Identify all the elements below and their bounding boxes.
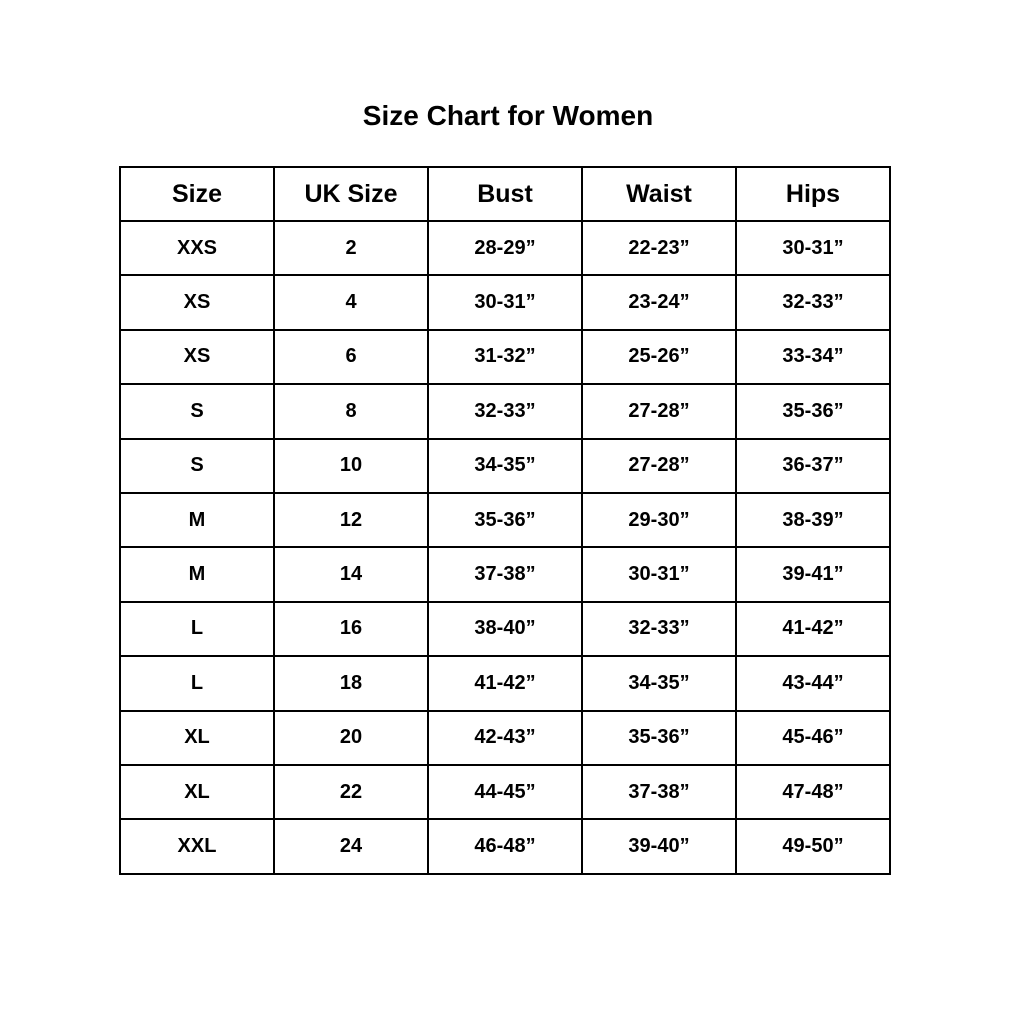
cell-hips: 38-39” [735,491,891,549]
column-header-uk-size: UK Size [273,166,429,222]
cell-waist: 27-28” [581,383,737,440]
cell-hips: 33-34” [735,328,891,386]
cell-hips: 32-33” [735,274,891,331]
cell-waist: 32-33” [581,600,737,658]
cell-uk-size: 2 [273,219,429,277]
cell-uk-size: 4 [273,274,429,331]
page-title: Size Chart for Women [362,100,654,131]
cell-uk-size: 22 [273,763,429,821]
cell-hips: 35-36” [735,383,891,440]
cell-hips: 30-31” [735,219,891,277]
column-header-hips: Hips [735,166,891,222]
table-row: L 18 41-42” 34-35” 43-44” [119,655,891,712]
table-row: XL 22 44-45” 37-38” 47-48” [119,763,891,821]
cell-hips: 43-44” [735,655,891,712]
cell-size: XL [119,709,275,766]
cell-hips: 39-41” [735,546,891,603]
cell-waist: 37-38” [581,763,737,821]
cell-bust: 34-35” [427,437,583,494]
cell-uk-size: 16 [273,600,429,658]
table-body: XXS 2 28-29” 22-23” 30-31” XS 4 30-31” 23-24” 32-… [119,219,891,875]
table-row: S 8 32-33” 27-28” 35-36” [119,383,891,440]
cell-uk-size: 24 [273,818,429,875]
cell-size: XXS [119,219,275,277]
table-row: XL 20 42-43” 35-36” 45-46” [119,709,891,766]
cell-waist: 25-26” [581,328,737,386]
cell-size: S [119,383,275,440]
cell-hips: 49-50” [735,818,891,875]
cell-hips: 36-37” [735,437,891,494]
cell-waist: 34-35” [581,655,737,712]
cell-size: XXL [119,818,275,875]
cell-size: M [119,491,275,549]
cell-hips: 45-46” [735,709,891,766]
cell-bust: 44-45” [427,763,583,821]
cell-uk-size: 12 [273,491,429,549]
cell-bust: 46-48” [427,818,583,875]
cell-size: XL [119,763,275,821]
cell-size: L [119,655,275,712]
table-row: XS 6 31-32” 25-26” 33-34” [119,328,891,386]
cell-uk-size: 18 [273,655,429,712]
cell-size: S [119,437,275,494]
cell-size: XS [119,274,275,331]
cell-bust: 37-38” [427,546,583,603]
table-row: XXL 24 46-48” 39-40” 49-50” [119,818,891,875]
cell-hips: 41-42” [735,600,891,658]
header-row: Size UK Size Bust Waist Hips [119,166,891,222]
column-header-waist: Waist [581,166,737,222]
size-chart-table: Size UK Size Bust Waist Hips XXS 2 28-29” 22-23… [119,166,891,875]
table-row: S 10 34-35” 27-28” 36-37” [119,437,891,494]
cell-uk-size: 10 [273,437,429,494]
table-row: M 14 37-38” 30-31” 39-41” [119,546,891,603]
cell-size: M [119,546,275,603]
cell-uk-size: 6 [273,328,429,386]
column-header-bust: Bust [427,166,583,222]
cell-waist: 22-23” [581,219,737,277]
cell-waist: 23-24” [581,274,737,331]
cell-bust: 35-36” [427,491,583,549]
cell-bust: 41-42” [427,655,583,712]
cell-bust: 31-32” [427,328,583,386]
cell-waist: 39-40” [581,818,737,875]
table-row: M 12 35-36” 29-30” 38-39” [119,491,891,549]
table-row: L 16 38-40” 32-33” 41-42” [119,600,891,658]
cell-uk-size: 8 [273,383,429,440]
cell-uk-size: 14 [273,546,429,603]
cell-uk-size: 20 [273,709,429,766]
column-header-size: Size [119,166,275,222]
cell-hips: 47-48” [735,763,891,821]
cell-bust: 42-43” [427,709,583,766]
cell-bust: 30-31” [427,274,583,331]
cell-waist: 29-30” [581,491,737,549]
table-row: XXS 2 28-29” 22-23” 30-31” [119,219,891,277]
cell-waist: 27-28” [581,437,737,494]
cell-bust: 38-40” [427,600,583,658]
cell-waist: 30-31” [581,546,737,603]
cell-size: XS [119,328,275,386]
cell-size: L [119,600,275,658]
table-row: XS 4 30-31” 23-24” 32-33” [119,274,891,331]
cell-bust: 32-33” [427,383,583,440]
cell-bust: 28-29” [427,219,583,277]
cell-waist: 35-36” [581,709,737,766]
